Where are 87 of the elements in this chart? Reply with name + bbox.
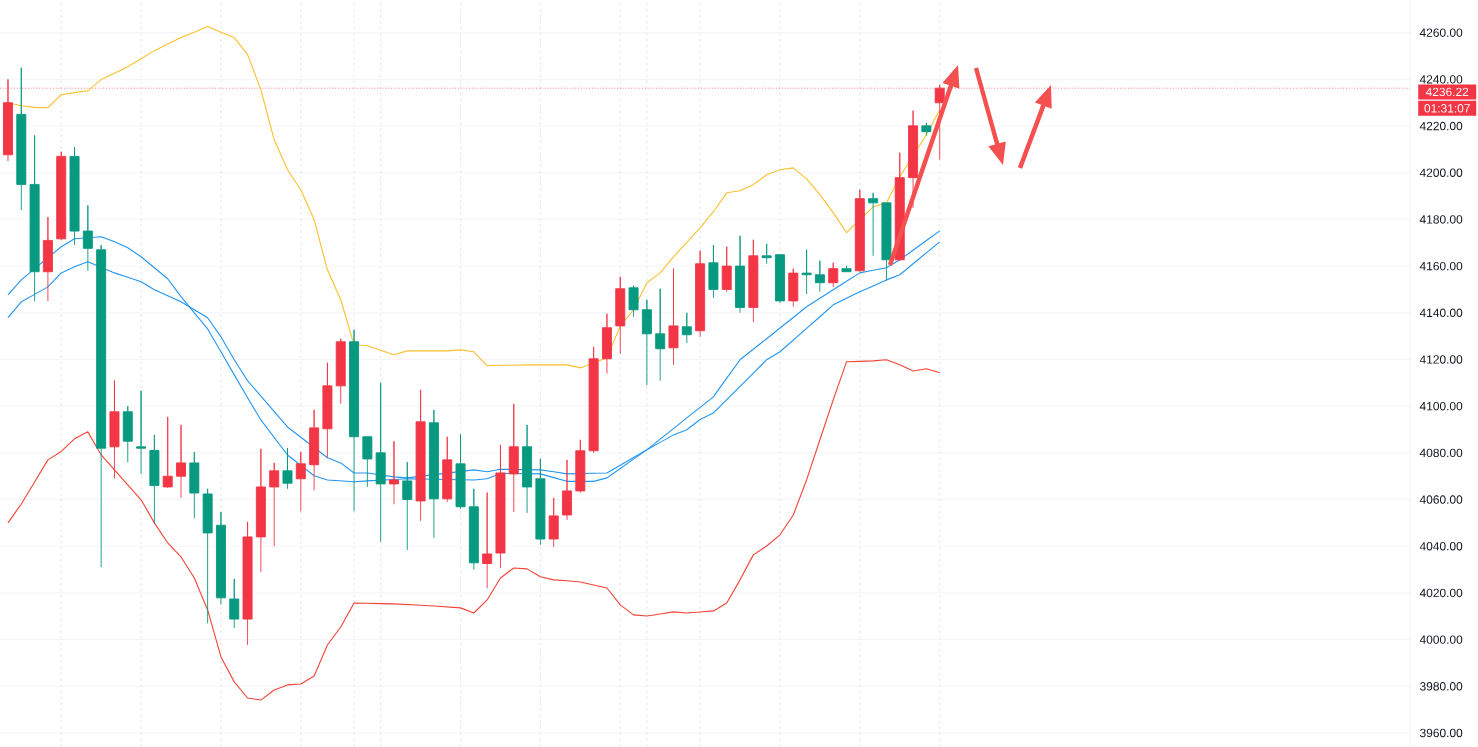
candlestick [215,511,226,606]
candlestick [269,462,280,547]
candlestick [655,288,666,382]
y-tick-label: 4000.00 [1419,635,1463,644]
candlestick [708,244,719,299]
candlestick [721,246,732,293]
candlestick [921,122,932,137]
y-tick-label: 3960.00 [1419,728,1463,738]
candlestick [362,436,373,488]
candlestick [282,447,293,490]
candlestick [455,433,466,510]
y-tick-label: 4120.00 [1419,355,1463,364]
candlestick [96,244,107,568]
y-tick-label: 3980.00 [1419,682,1463,691]
candlestick [588,346,599,454]
candlestick [801,249,812,295]
candlestick [16,67,27,211]
y-tick-label: 4160.00 [1419,261,1463,271]
candlestick [575,439,586,493]
candlestick [229,578,240,629]
candlestick [828,262,839,288]
candlestick [109,380,120,479]
candlestick [42,216,53,302]
candlestick [122,405,133,463]
y-tick-label: 4140.00 [1419,308,1463,318]
candlestick [415,389,426,522]
y-tick-label: 4080.00 [1419,448,1463,458]
candlestick [841,265,852,273]
candlestick [908,110,919,209]
y-tick-label: 4200.00 [1419,168,1463,177]
candlestick [548,497,559,548]
ref-line-label: 4236.22 [1425,87,1469,97]
candlestick [335,338,346,405]
candlestick [402,461,413,551]
candlestick [508,403,519,513]
y-tick-label: 4260.00 [1419,28,1463,37]
candlestick [522,424,533,514]
candlestick [788,268,799,308]
y-tick-label: 4180.00 [1419,215,1463,224]
candlestick [428,409,439,539]
candlestick [468,488,479,571]
candlestick [56,151,67,241]
candlestick [189,451,200,519]
y-tick-label: 4220.00 [1419,121,1463,131]
text: 01:31:07 [1424,104,1470,113]
candlestick [868,192,879,257]
candlestick [442,436,453,503]
candlestick [295,451,306,512]
candlestick [202,488,213,624]
candlestick [761,243,772,265]
candlestick [375,382,386,543]
y-tick-label: 4240.00 [1419,75,1463,84]
candlestick [482,492,493,589]
y-tick-label: 4040.00 [1419,542,1463,551]
candlestick [601,313,612,374]
candlestick [3,78,13,162]
candlestick [136,390,147,475]
candlestick [322,362,333,459]
candlestick [162,416,173,489]
candlestick [814,260,825,293]
candlestick [242,521,253,646]
candlestick [255,448,266,573]
y-tick-label: 4100.00 [1419,401,1463,411]
candlestick [641,299,652,386]
candlestick [149,434,160,525]
candlestick [668,268,679,366]
y-tick-label: 4060.00 [1419,495,1463,504]
candlestick [349,329,360,512]
candlestick [495,444,506,569]
candlestick [309,409,320,491]
candlestick [628,285,639,318]
candlestick [748,239,759,323]
candlestick [69,146,80,246]
candlestick [389,440,399,505]
y-tick-label: 4020.00 [1419,588,1463,598]
candlestick [535,458,546,546]
candlestick [82,204,93,272]
candlestick [176,424,186,499]
candlestick [854,189,865,273]
candlestick [29,134,40,302]
candlestick [775,254,785,304]
candlestick [615,276,626,355]
candlestick [735,235,746,314]
candlestick [881,202,892,282]
candlestick [562,459,572,521]
candlestick [681,312,692,344]
candlestick [695,250,706,338]
